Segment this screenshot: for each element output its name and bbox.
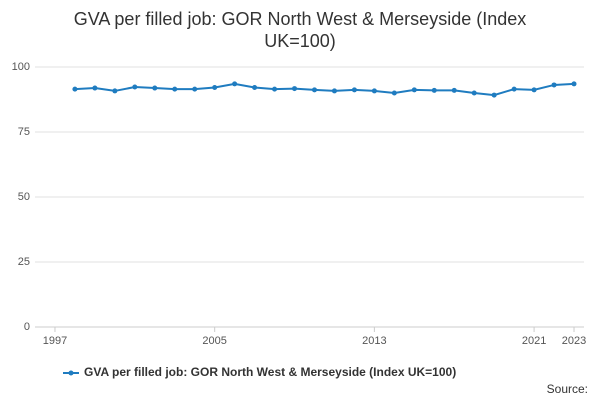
point — [152, 85, 158, 91]
y-tick-label: 50 — [18, 191, 30, 203]
x-tick-label: 1997 — [43, 335, 67, 347]
point — [112, 88, 118, 94]
point — [272, 86, 278, 92]
point — [192, 86, 198, 92]
point — [351, 87, 357, 93]
point — [391, 90, 397, 96]
point — [371, 88, 377, 94]
point — [571, 81, 577, 87]
point — [511, 86, 517, 92]
y-tick-label: 25 — [18, 256, 30, 268]
chart-title: GVA per filled job: GOR North West & Mer… — [74, 9, 527, 29]
point — [491, 92, 497, 98]
line — [74, 82, 575, 97]
point — [92, 85, 98, 91]
point — [72, 86, 78, 92]
point — [212, 85, 218, 91]
y-tick-label: 0 — [24, 321, 30, 333]
point — [411, 87, 417, 93]
point — [132, 84, 138, 90]
legend-label: GVA per filled job: GOR North West & Mer… — [84, 365, 456, 379]
x-tick-label: 2013 — [362, 335, 386, 347]
point — [451, 87, 457, 93]
point — [331, 88, 337, 94]
point — [431, 87, 437, 93]
point — [531, 87, 537, 93]
point — [551, 82, 557, 88]
legend-swatch-point — [68, 370, 74, 376]
source: Source: — [547, 382, 588, 396]
chart-title-line2: UK=100) — [264, 31, 336, 51]
x-tick-label: 2021 — [522, 335, 546, 347]
y-tick-label: 75 — [18, 126, 30, 138]
point — [292, 86, 298, 92]
point — [471, 90, 477, 96]
x-tick-label: 2023 — [562, 335, 586, 347]
point — [311, 87, 317, 93]
x-tick-label: 2005 — [202, 335, 226, 347]
point — [172, 86, 178, 92]
point — [232, 81, 238, 87]
y-tick-label: 100 — [12, 61, 30, 73]
point — [252, 85, 258, 91]
